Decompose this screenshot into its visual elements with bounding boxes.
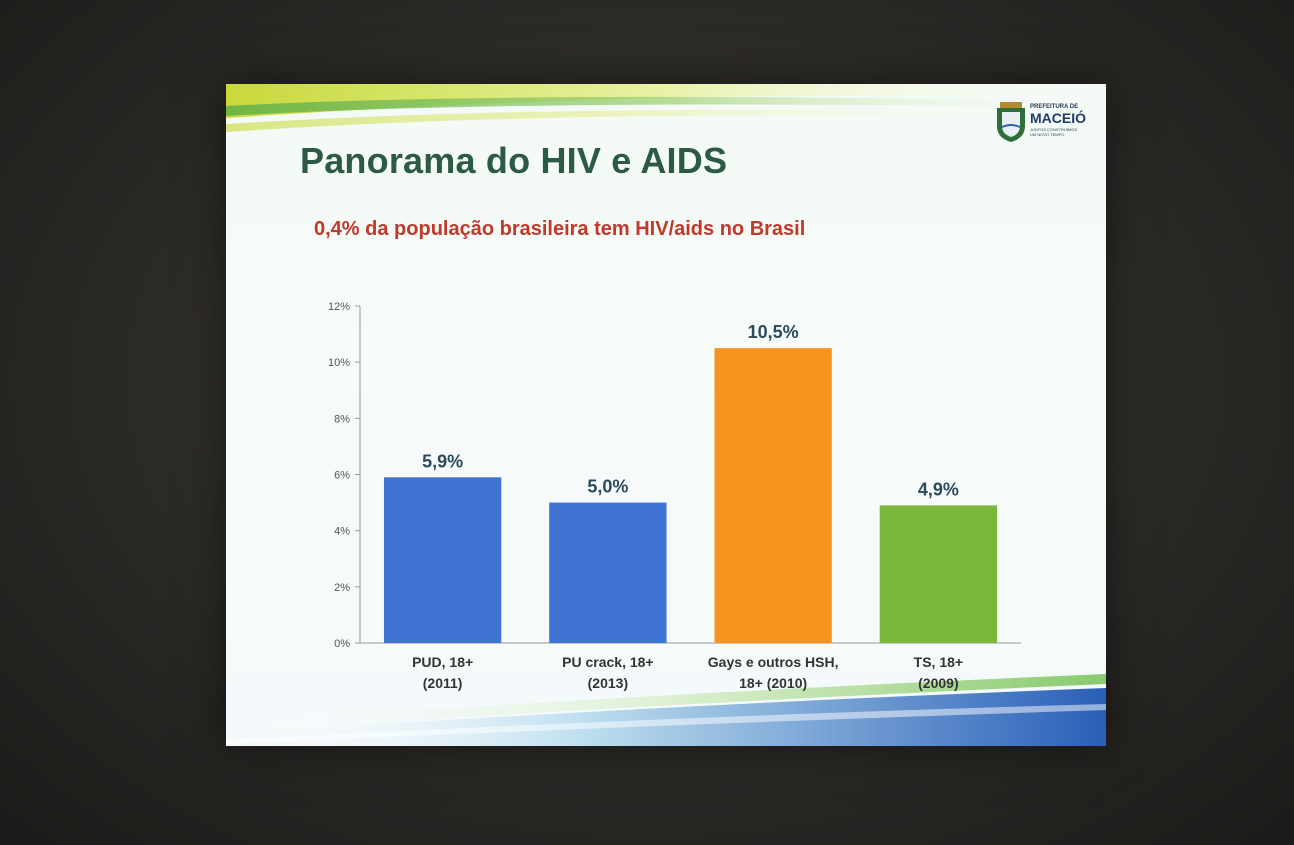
y-tick-label: 2% (334, 582, 350, 594)
slide-title: Panorama do HIV e AIDS (300, 140, 728, 181)
city-crest-icon (997, 102, 1025, 142)
logo-line-4: UM NOVO TEMPO (1030, 132, 1065, 137)
x-category-label: TS, 18+ (914, 654, 963, 670)
logo-line-1: PREFEITURA DE (1030, 104, 1079, 110)
bar (879, 505, 998, 643)
x-category-label: (2011) (423, 675, 463, 691)
bar (549, 502, 667, 643)
data-label: 4,9% (918, 479, 959, 499)
data-label: 5,9% (422, 451, 463, 471)
y-tick-label: 0% (334, 638, 350, 650)
x-category-label: (2009) (918, 675, 958, 691)
logo-line-2: MACEIÓ (1030, 110, 1086, 126)
bar-chart: 0% 2% 4% 6% 8% 10% 12% 5,9% PUD, 18+ (2011) 5,0% PU… (328, 301, 1021, 691)
data-label: 10,5% (748, 322, 799, 342)
y-tick-label: 6% (334, 470, 350, 482)
x-category-label: (2013) (588, 675, 628, 691)
slide: PREFEITURA DE MACEIÓ JUNTOS CONSTRUÍMOS … (226, 84, 1106, 746)
x-category-label: 18+ (2010) (739, 675, 807, 691)
x-category-label: PUD, 18+ (412, 654, 473, 670)
y-tick-label: 4% (334, 526, 350, 538)
prefeitura-maceio-logo: PREFEITURA DE MACEIÓ JUNTOS CONSTRUÍMOS … (994, 100, 1094, 144)
data-label: 5,0% (587, 477, 628, 497)
y-tick-label: 10% (328, 357, 350, 369)
slide-subtitle: 0,4% da população brasileira tem HIV/aid… (314, 218, 806, 240)
logo-line-3: JUNTOS CONSTRUÍMOS (1030, 127, 1078, 132)
x-category-label: PU crack, 18+ (562, 654, 653, 670)
x-category-label: Gays e outros HSH, (708, 654, 839, 670)
bar (714, 348, 832, 643)
top-decoration-band (226, 84, 1106, 132)
bar (383, 477, 502, 643)
y-tick-label: 12% (328, 301, 350, 313)
bottom-decoration-band (226, 674, 1106, 746)
y-tick-label: 8% (334, 413, 350, 425)
